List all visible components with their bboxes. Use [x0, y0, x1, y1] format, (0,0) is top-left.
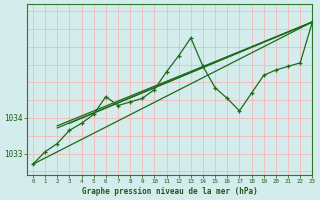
X-axis label: Graphe pression niveau de la mer (hPa): Graphe pression niveau de la mer (hPa): [82, 187, 258, 196]
